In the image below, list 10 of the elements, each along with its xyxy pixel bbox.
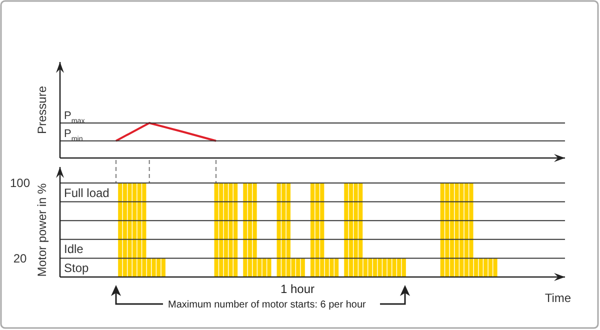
x-axis-title: Time bbox=[544, 291, 572, 305]
annotation: Stop bbox=[64, 261, 90, 276]
y-axis-title: Pressure bbox=[35, 86, 49, 134]
y-tick-label: 20 bbox=[13, 251, 27, 266]
y-tick-label: 100 bbox=[10, 176, 30, 190]
text: 1 hour bbox=[280, 282, 315, 296]
text: Maximum number of motor starts: 6 per hour bbox=[168, 300, 367, 310]
y-axis-title: Motor power in % bbox=[35, 182, 49, 277]
annotation: Idle bbox=[64, 242, 84, 256]
annotation: Full load bbox=[64, 186, 110, 200]
